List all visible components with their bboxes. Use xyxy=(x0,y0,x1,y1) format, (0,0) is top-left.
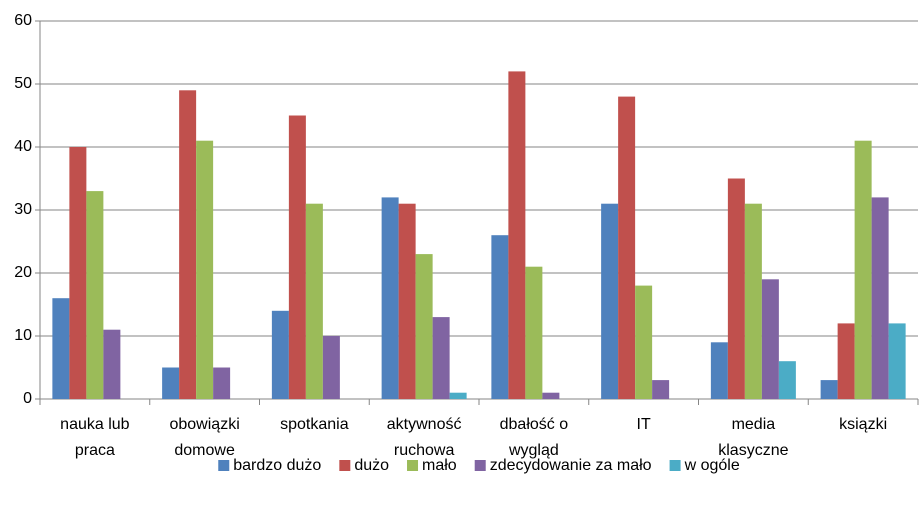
bar xyxy=(162,367,180,399)
bar xyxy=(508,71,526,400)
legend-swatch xyxy=(669,460,681,471)
legend-swatch xyxy=(339,460,351,471)
x-tick-label: IT xyxy=(637,416,651,433)
bar xyxy=(305,203,323,399)
legend-label: mało xyxy=(422,457,457,474)
y-tick-label: 30 xyxy=(14,201,32,218)
legend-label: bardzo dużo xyxy=(233,457,321,474)
bar xyxy=(52,298,70,399)
bar xyxy=(86,191,104,399)
y-tick-label: 40 xyxy=(14,138,32,155)
x-tick-label: spotkania xyxy=(280,416,349,433)
legend-swatch xyxy=(474,460,486,471)
bar xyxy=(652,380,670,399)
y-tick-label: 10 xyxy=(14,327,32,344)
legend-label: dużo xyxy=(354,457,389,474)
y-tick-label: 20 xyxy=(14,264,32,281)
legend: bardzo dużo dużo mało zdecydowanie za mało w… xyxy=(218,457,740,474)
legend-swatch xyxy=(407,460,419,471)
bar xyxy=(449,392,467,399)
bar xyxy=(778,361,796,399)
legend-label: zdecydowanie za mało xyxy=(490,457,652,474)
bar xyxy=(837,323,855,399)
y-tick-label: 50 xyxy=(14,75,32,92)
bar xyxy=(381,197,399,399)
bar xyxy=(820,380,838,399)
legend-label: w ogóle xyxy=(684,457,740,474)
bar xyxy=(196,140,214,399)
bar xyxy=(213,367,231,399)
bar xyxy=(271,310,289,399)
bar xyxy=(618,96,636,399)
legend-swatch xyxy=(218,460,230,471)
bar xyxy=(542,392,560,399)
bar xyxy=(432,317,450,399)
bar xyxy=(415,254,433,399)
bar xyxy=(744,203,762,399)
y-tick-label: 60 xyxy=(14,12,32,29)
x-tick-label: aktywność ruchowa xyxy=(387,416,462,459)
bar xyxy=(710,342,728,399)
bar xyxy=(103,329,121,399)
x-tick-label: nauka lub praca xyxy=(60,416,129,459)
bar xyxy=(888,323,906,399)
bar xyxy=(288,115,306,399)
bar xyxy=(322,336,340,399)
bar xyxy=(491,235,509,399)
x-tick-label: media klasyczne xyxy=(718,416,788,459)
bar xyxy=(398,203,416,399)
x-tick-label: dbałość o wygląd xyxy=(500,416,569,459)
bar xyxy=(635,285,653,399)
bar xyxy=(854,140,872,399)
bar xyxy=(727,178,745,399)
x-tick-label: ksiązki xyxy=(839,416,887,433)
x-tick-label: obowiązki domowe xyxy=(169,416,239,459)
bar xyxy=(179,90,197,400)
bar xyxy=(525,266,543,399)
bar xyxy=(69,147,87,399)
bar xyxy=(601,203,619,399)
bar xyxy=(871,197,889,399)
y-tick-label: 0 xyxy=(23,390,32,407)
bar xyxy=(761,279,779,399)
